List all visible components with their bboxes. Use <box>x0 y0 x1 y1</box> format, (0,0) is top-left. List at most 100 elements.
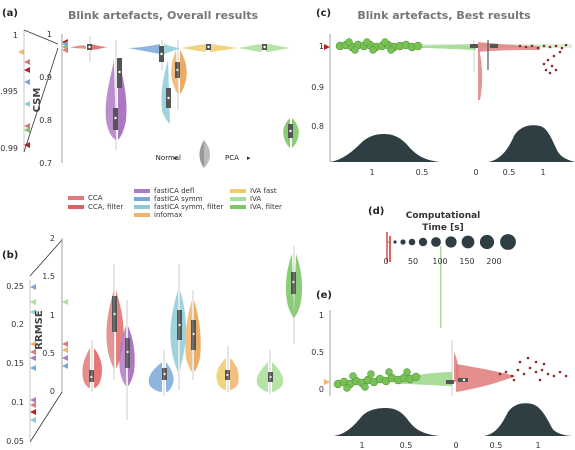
legend-swatch-cca-filter <box>68 205 84 209</box>
inset-b-tick-005: 0.05 <box>6 437 24 446</box>
violin-iva <box>238 44 262 52</box>
xtick-d-200: 200 <box>486 257 501 266</box>
violin-b-iva <box>256 362 268 392</box>
annotation-normal: Normal <box>156 154 181 162</box>
ylabel-b: RRMSE <box>34 310 45 350</box>
panel-c-title: Blink artefacts, Best results <box>357 9 531 22</box>
xtick-c-0: 0 <box>473 168 478 177</box>
xaxis-c: 1 0.5 0 0.5 1 <box>369 168 545 177</box>
xtick-e-05a: 0.5 <box>400 441 413 450</box>
inset-b-tick-025: 0.25 <box>6 282 24 291</box>
tick-b-0: 0 <box>50 387 55 396</box>
bars-d <box>386 232 442 328</box>
violin-cca <box>70 45 86 49</box>
panel-c: (c) Blink artefacts, Best results 1 0.9 … <box>311 8 575 177</box>
tick-a-1: 1 <box>47 30 52 39</box>
panel-d-subtitle: Time [s] <box>422 223 463 233</box>
violin-b-cca <box>82 348 90 388</box>
density-left-c <box>330 134 440 162</box>
legend-label-cca-filter: CCA, filter <box>88 203 123 211</box>
green-cluster-c <box>335 38 423 54</box>
svg-text:▸: ▸ <box>247 154 251 162</box>
inset-marker <box>24 67 30 73</box>
tick-b-2: 2 <box>50 234 55 243</box>
panel-b: (b) 0.25 0.2 0.15 0.1 0.05 2 1.5 1 0.5 0 <box>2 234 303 446</box>
violin-cca-filter <box>90 44 108 50</box>
xtick-c-05a: 0.5 <box>416 168 429 177</box>
panel-d-title: Computational <box>406 211 481 221</box>
inset-a-tick-1: 1 <box>13 31 18 40</box>
inset-a-tick-099: 0.99 <box>0 144 18 153</box>
violin-infomax <box>171 50 178 94</box>
density-right-e <box>484 403 575 436</box>
legend-swatch-infomax <box>134 213 150 217</box>
ylabel-a: CSM <box>32 88 43 113</box>
legend-label-cca: CCA <box>88 194 103 202</box>
legend-swatch-fastica-symm-filter <box>134 205 150 209</box>
tick-a-09: 0.9 <box>39 73 52 82</box>
xtick-d-50: 50 <box>408 257 418 266</box>
legend: CCA CCA, filter fastICA defl fastICA sym… <box>68 187 282 219</box>
xtick-e-1a: 1 <box>359 441 364 450</box>
legend-swatch-iva <box>230 197 246 201</box>
xaxis-d: 0 50 100 150 200 <box>383 257 501 266</box>
legend-swatch-iva-fast <box>230 189 246 193</box>
xtick-e-1b: 1 <box>535 441 540 450</box>
panel-a: (a) Blink artefacts, Overall results 1 0… <box>0 8 299 168</box>
density-c <box>330 125 575 162</box>
density-e <box>334 403 575 436</box>
xaxis-e: 1 0.5 0 0.5 1 <box>359 441 540 450</box>
inset-a-markers <box>18 49 30 148</box>
violin-b-fastica-symm-filter <box>170 290 178 372</box>
tick-b-15: 1.5 <box>42 272 55 281</box>
xtick-d-0: 0 <box>383 257 388 266</box>
xtick-e-0: 0 <box>453 441 458 450</box>
xtick-e-05b: 0.5 <box>490 441 503 450</box>
panel-c-label: (c) <box>316 8 331 19</box>
inset-b-tick-01: 0.1 <box>11 398 24 407</box>
legend-swatch-fastica-symm <box>134 197 150 201</box>
normal-pca-annotation: Normal PCA ◂ ▸ <box>156 140 251 168</box>
violin-iva-fast <box>182 44 206 52</box>
legend-label-iva: IVA <box>250 195 261 203</box>
xtick-c-05b: 0.5 <box>503 168 516 177</box>
red-dots-c <box>518 43 568 75</box>
svg-text:◂: ◂ <box>173 154 177 162</box>
inset-b-tick-02: 0.2 <box>11 320 24 329</box>
red-dots-e <box>498 356 568 382</box>
tick-b-1: 1 <box>50 311 55 320</box>
panel-d: (d) Computational Time [s] 0 50 100 150 … <box>368 206 516 328</box>
tick-b-05: 0.5 <box>42 349 55 358</box>
density-right-c <box>488 125 575 162</box>
tick-e-1: 1 <box>319 311 324 320</box>
legend-label-fastica-symm-filter: fastICA symm, filter <box>154 203 223 211</box>
violins-e <box>400 340 516 396</box>
violin-b-fastica-symm <box>148 362 162 392</box>
violins-b <box>82 246 303 420</box>
legend-swatch-iva-filter <box>230 205 246 209</box>
inset-a-tick-0995: 0.995 <box>0 87 18 96</box>
xtick-c-1a: 1 <box>369 168 374 177</box>
axis-c-marker <box>324 44 330 50</box>
panel-b-label: (b) <box>2 250 18 261</box>
tick-c-09: 0.9 <box>311 83 324 92</box>
panel-a-label: (a) <box>2 8 18 19</box>
green-cluster-e <box>333 368 421 392</box>
legend-label-fastica-defl: fastICA defl <box>154 187 194 195</box>
tick-e-05: 0.5 <box>311 348 324 357</box>
legend-label-fastica-symm: fastICA symm <box>154 195 203 203</box>
scatter-c <box>336 40 572 100</box>
legend-label-infomax: infomax <box>154 211 182 219</box>
violin-b-infomax <box>185 300 192 372</box>
violins-a <box>70 36 299 150</box>
panel-e: (e) 1 0.5 0 <box>311 290 575 450</box>
legend-swatch-cca <box>68 196 84 200</box>
inset-b-markers <box>30 284 36 423</box>
violin-b-iva-fast <box>216 358 226 390</box>
panel-a-title: Blink artefacts, Overall results <box>68 9 259 22</box>
xtick-c-1b: 1 <box>540 168 545 177</box>
axis-e-marker <box>324 379 330 385</box>
legend-label-iva-filter: IVA, filter <box>250 203 282 211</box>
panel-d-label: (d) <box>368 206 384 217</box>
